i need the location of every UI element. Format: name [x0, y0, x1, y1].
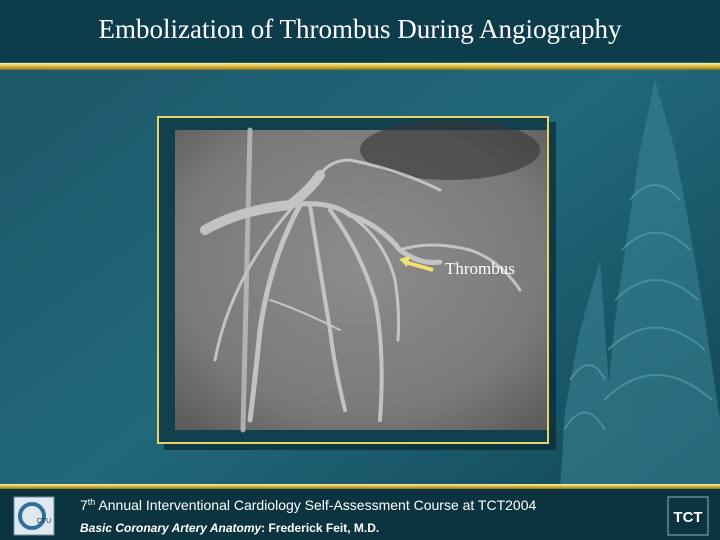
slide-title: Embolization of Thrombus During Angiogra…: [99, 14, 622, 44]
footer-line-2: Basic Coronary Artery Anatomy: Frederick…: [80, 521, 379, 535]
angio-shadow: [360, 120, 540, 180]
footer-course: Annual Interventional Cardiology Self-As…: [95, 497, 536, 513]
thrombus-label: Thrombus: [445, 259, 515, 278]
vessels: [200, 127, 522, 433]
thrombus-arrowhead: [399, 256, 410, 267]
footer-topic: Basic Coronary Artery Anatomy: [80, 521, 262, 535]
footer-band: [0, 489, 720, 540]
skyscraper: [560, 80, 720, 490]
right-logo: [667, 496, 709, 536]
title-band: [0, 0, 720, 62]
thrombus-arrow: [404, 260, 434, 272]
footer-superscript: th: [88, 497, 96, 507]
footer-rule: [0, 484, 720, 489]
angiogram: [175, 130, 547, 430]
footer-line-1: 7th Annual Interventional Cardiology Sel…: [80, 497, 536, 513]
skyscraper-arches: [563, 184, 713, 431]
right-logo-text: TCT: [673, 509, 702, 526]
title-rule: [0, 63, 720, 70]
footer-speaker: : Frederick Feit, M.D.: [261, 521, 379, 535]
footer-number: 7: [80, 497, 88, 513]
left-logo-ring: [18, 502, 46, 530]
left-logo-text: CTU: [37, 518, 51, 525]
